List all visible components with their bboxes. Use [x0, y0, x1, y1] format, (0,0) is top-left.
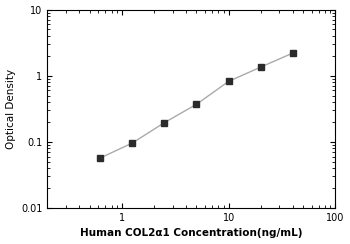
X-axis label: Human COL2α1 Concentration(ng/mL): Human COL2α1 Concentration(ng/mL) [80, 228, 302, 238]
Y-axis label: Optical Density: Optical Density [6, 69, 15, 149]
